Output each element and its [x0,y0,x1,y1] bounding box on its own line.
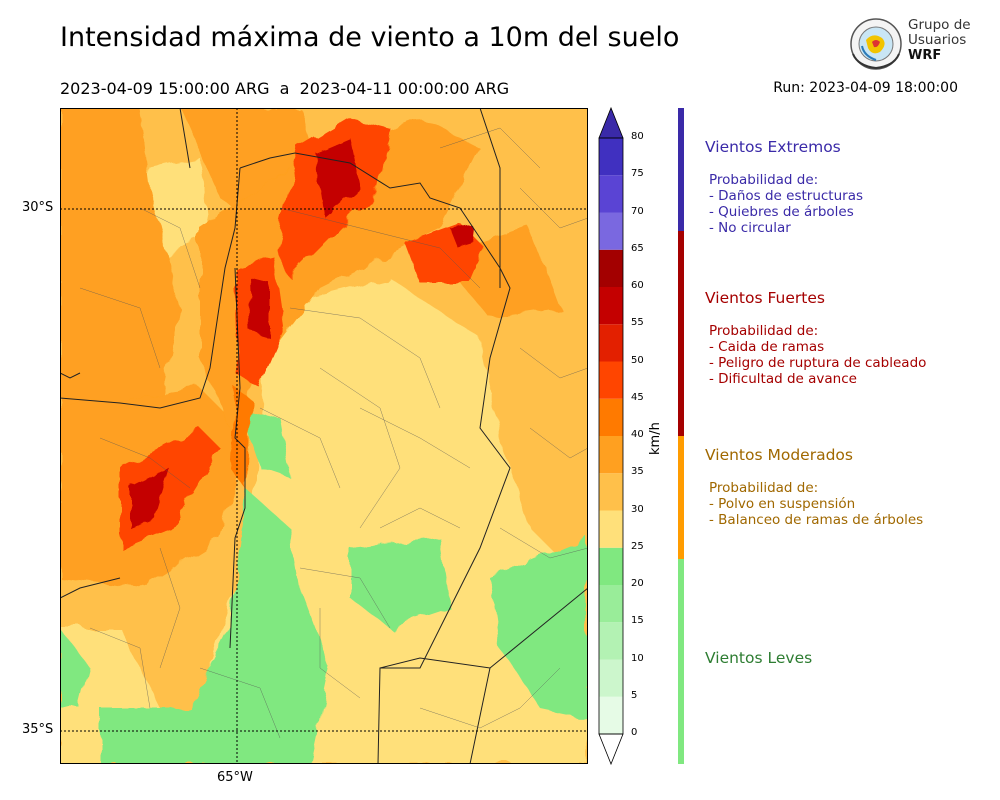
wind-map [60,108,588,764]
category-title: Vientos Extremos [705,138,841,156]
colorbar-segment [599,547,623,585]
colorbar-frame [598,137,624,735]
province-borders [60,108,588,764]
category-desc: Probabilidad de: - Daños de estructuras … [709,172,864,236]
colorbar-tick-label: 35 [631,466,644,478]
colorbar-tick-label: 25 [631,540,644,552]
colorbar-segment [599,398,623,436]
category-title: Vientos Fuertes [705,289,825,307]
colorbar-segment [599,287,623,325]
lat-label-35: 35°S [22,722,54,737]
category-extremos: Vientos Extremos Probabilidad de: - Daño… [705,138,863,236]
category-fuertes: Vientos Fuertes Probabilidad de: - Caida… [705,289,926,387]
colorbar-segment [599,436,623,474]
colorbar-tick-label: 65 [631,242,644,254]
category-moderados: Vientos Moderados Probabilidad de: - Pol… [705,446,923,528]
wind-field [60,108,588,764]
colorbar-segment [599,249,623,287]
colorbar-tick-label: 40 [631,429,644,440]
forecast-period: 2023-04-09 15:00:00 ARG a 2023-04-11 00:… [60,79,510,98]
category-band [678,231,684,436]
colorbar-segment [599,361,623,399]
category-desc: Probabilidad de: - Caida de ramas - Peli… [709,323,927,387]
colorbar-tick-label: 70 [631,205,644,217]
colorbar-tick-label: 80 [631,131,644,142]
colorbar-segment [599,324,623,362]
colorbar-tick-label: 0 [631,727,638,738]
colorbar-segments [598,106,624,766]
colorbar [598,106,624,766]
colorbar-segment [599,622,623,660]
colorbar-segment [599,510,623,548]
colorbar-tick-label: 55 [631,317,644,329]
category-title: Vientos Moderados [705,446,853,464]
colorbar-tick-label: 10 [631,652,644,664]
department-borders [79,127,588,739]
category-band [678,108,684,231]
colorbar-extend-triangle [598,106,624,139]
colorbar-segment [599,138,623,176]
colorbar-tick-label: 60 [631,280,644,291]
colorbar-tick-label: 45 [631,391,644,403]
colorbar-tick-label: 20 [631,578,644,589]
colorbar-segment [599,212,623,250]
category-band [678,436,684,559]
colorbar-segment [599,659,623,697]
colorbar-tick-label: 15 [631,615,644,627]
graticule [60,108,588,764]
colorbar-segment [599,473,623,511]
run-time: Run: 2023-04-09 18:00:00 [773,80,958,96]
colorbar-tick-label: 5 [631,689,638,701]
colorbar-unit: km/h [648,422,663,455]
category-leves: Vientos Leves [705,649,812,667]
gruwrf-logo: Grupo de Usuarios WRF [848,16,973,74]
colorbar-tick-label: 50 [631,354,644,366]
globe-logo-icon [850,18,902,70]
lat-label-30: 30°S [22,200,54,215]
lon-label-65: 65°W [217,770,253,785]
category-band [678,559,684,764]
colorbar-extend-triangle [598,733,624,766]
colorbar-segment [599,175,623,213]
colorbar-segment [599,585,623,623]
colorbar-tick-label: 75 [631,168,644,180]
colorbar-segment [599,696,623,734]
category-desc: Probabilidad de: - Polvo en suspensión -… [709,480,924,528]
logo-text: Grupo de Usuarios WRF [908,17,971,64]
colorbar-tick-label: 30 [631,503,644,515]
category-title: Vientos Leves [705,649,813,667]
map-title: Intensidad máxima de viento a 10m del su… [60,22,680,53]
